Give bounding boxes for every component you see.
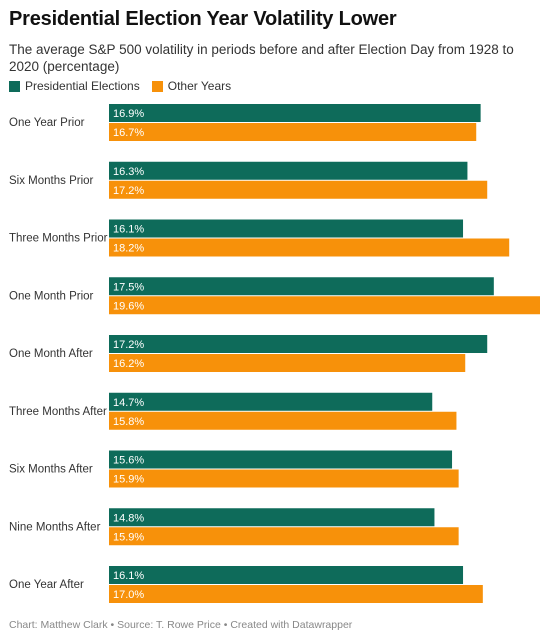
category-label-six-months-after: Six Months After [9, 464, 93, 476]
category-label-three-months-prior: Three Months Prior [9, 233, 108, 245]
bar-presidential-one-month-after [109, 335, 488, 353]
bar-presidential-six-months-after [109, 450, 453, 469]
data-label-presidential-one-month-after: 17.2% [113, 339, 144, 351]
bar-presidential-three-months-after [109, 392, 433, 411]
bar-presidential-nine-months-after [109, 508, 435, 527]
data-label-presidential-nine-months-after: 14.8% [113, 512, 144, 524]
category-label-one-year-after: One Year After [9, 579, 84, 591]
legend-label-presidential: Presidential Elections [25, 79, 140, 93]
data-label-presidential-three-months-prior: 16.1% [113, 224, 144, 236]
data-label-other-six-months-prior: 17.2% [113, 185, 144, 197]
bar-other-one-year-after [109, 585, 483, 603]
bar-presidential-three-months-prior [109, 219, 464, 238]
chart-title: Presidential Election Year Volatility Lo… [9, 8, 397, 30]
chart-footer: Chart: Matthew Clark • Source: T. Rowe P… [9, 619, 353, 631]
category-label-one-month-prior: One Month Prior [9, 290, 94, 302]
category-label-one-year-prior: One Year Prior [9, 117, 85, 129]
chart-subtitle: The average S&P 500 volatility in period… [9, 42, 514, 74]
data-label-other-one-month-prior: 19.6% [113, 300, 144, 312]
bar-other-one-month-after [109, 354, 466, 372]
data-label-presidential-one-year-after: 16.1% [113, 570, 144, 582]
data-label-other-three-months-prior: 18.2% [113, 243, 144, 255]
legend-item-other: Other Years [151, 79, 232, 93]
data-label-presidential-six-months-after: 15.6% [113, 455, 144, 467]
data-label-other-six-months-after: 15.9% [113, 474, 144, 486]
data-label-other-one-year-after: 17.0% [113, 589, 144, 601]
bar-other-six-months-after [109, 469, 459, 488]
legend-swatch-other [151, 80, 163, 92]
bar-other-six-months-prior [109, 180, 488, 199]
category-label-three-months-after: Three Months After [9, 406, 107, 418]
category-label-one-month-after: One Month After [9, 348, 93, 360]
data-label-presidential-one-year-prior: 16.9% [113, 108, 144, 120]
data-label-presidential-six-months-prior: 16.3% [113, 166, 144, 178]
bar-other-nine-months-after [109, 527, 459, 546]
legend-swatch-presidential [9, 80, 20, 92]
bar-presidential-one-year-prior [109, 104, 481, 122]
bar-other-one-year-prior [109, 123, 477, 141]
category-label-six-months-prior: Six Months Prior [9, 175, 94, 187]
data-label-presidential-one-month-prior: 17.5% [113, 281, 144, 293]
data-label-other-three-months-after: 15.8% [113, 416, 144, 428]
bar-other-three-months-prior [109, 238, 510, 257]
bar-presidential-six-months-prior [109, 161, 468, 180]
data-label-other-nine-months-after: 15.9% [113, 531, 144, 543]
data-label-presidential-three-months-after: 14.7% [113, 397, 144, 409]
data-label-other-one-year-prior: 16.7% [113, 127, 144, 139]
bar-presidential-one-month-prior [109, 277, 494, 296]
data-label-other-one-month-after: 16.2% [113, 358, 144, 370]
legend-label-other: Other Years [167, 79, 232, 93]
bar-other-one-month-prior [109, 296, 540, 315]
bar-presidential-one-year-after [109, 566, 464, 584]
legend: Presidential Elections Other Years [9, 79, 243, 93]
legend-item-presidential: Presidential Elections [9, 79, 140, 93]
category-label-nine-months-after: Nine Months After [9, 521, 101, 533]
bar-other-three-months-after [109, 411, 457, 430]
